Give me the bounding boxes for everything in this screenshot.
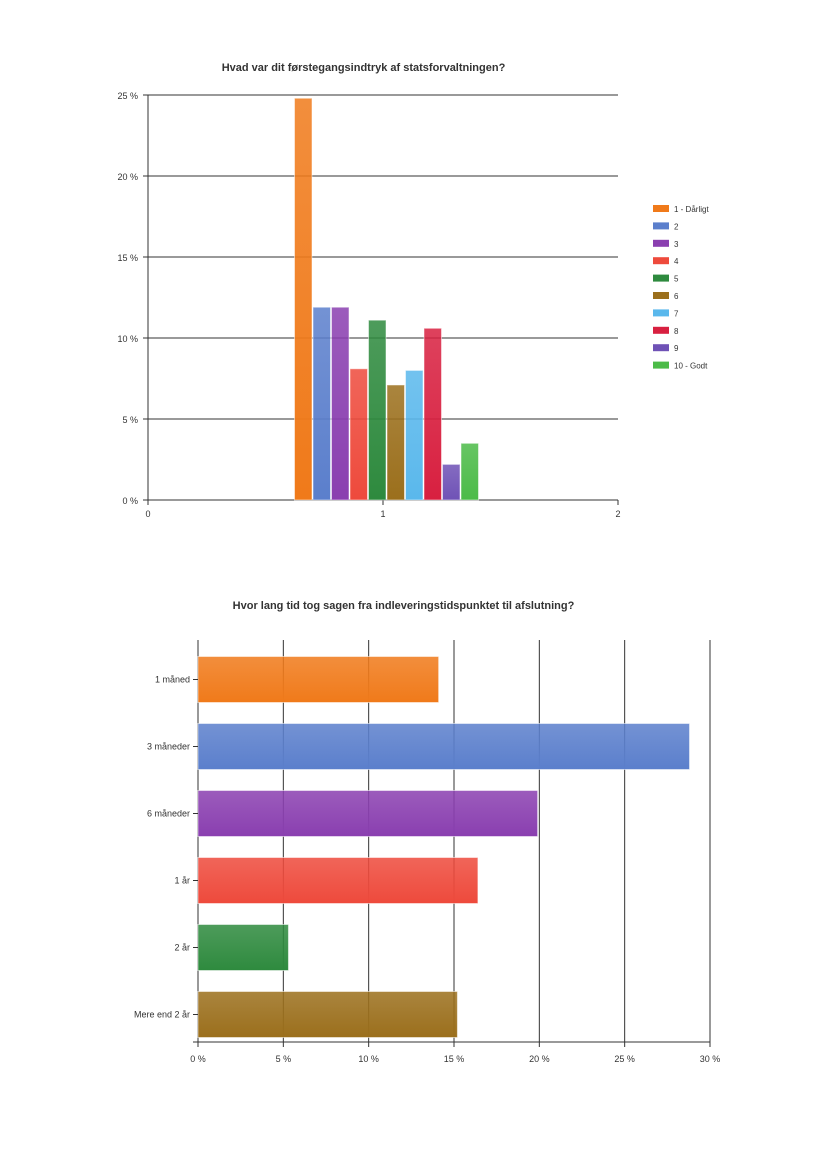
bar <box>331 306 350 501</box>
chart-title: Hvad var dit førstegangsindtryk af stats… <box>221 62 506 74</box>
legend-label: 10 - Godt <box>674 362 708 371</box>
y-tick-label: Mere end 2 år <box>134 1010 190 1020</box>
legend-label: 4 <box>674 257 679 266</box>
bar <box>368 319 387 501</box>
chart-first-impression-plot: 0 % 5 % 10 % 15 % 20 % 25 % 0 1 2 1 - Dårligt 2 3 4 5… <box>117 91 709 519</box>
bar <box>386 384 405 501</box>
bar <box>405 369 424 501</box>
chart-case-duration-plot: 0 % 5 % 10 % 15 % 20 % 25 % 30 % 1 måned 3 måned… <box>134 640 721 1064</box>
y-tick-label: 10 % <box>117 334 138 344</box>
bar <box>294 97 313 501</box>
legend-label: 6 <box>674 292 679 301</box>
legend-label: 1 - Dårligt <box>674 205 709 214</box>
x-tick-label: 15 % <box>444 1054 465 1064</box>
bar <box>197 857 479 904</box>
legend-swatch <box>653 309 669 317</box>
legend-label: 5 <box>674 275 679 284</box>
legend-label: 3 <box>674 240 679 249</box>
y-tick-label: 25 % <box>117 91 138 101</box>
y-tick-label: 20 % <box>117 172 138 182</box>
bar <box>442 463 461 501</box>
y-tick-label: 0 % <box>122 496 138 506</box>
x-tick-label: 30 % <box>700 1054 721 1064</box>
legend-swatch <box>653 361 669 369</box>
x-tick-label: 0 % <box>190 1054 206 1064</box>
chart-case-duration: Hvor lang tid tog sagen fra indleverings… <box>0 580 827 1100</box>
legend-swatch <box>653 239 669 247</box>
x-tick-label: 5 % <box>276 1054 292 1064</box>
legend-label: 8 <box>674 327 679 336</box>
legend-swatch <box>653 257 669 265</box>
bar <box>460 442 479 501</box>
y-tick-label: 5 % <box>122 415 138 425</box>
legend-swatch <box>653 344 669 352</box>
y-tick-label: 6 måneder <box>147 809 190 819</box>
bar <box>197 656 440 703</box>
x-tick-label: 20 % <box>529 1054 550 1064</box>
legend-swatch <box>653 222 669 230</box>
y-tick-label: 3 måneder <box>147 742 190 752</box>
legend-swatch <box>653 205 669 212</box>
y-tick-label: 1 år <box>174 876 190 886</box>
x-tick-label: 2 <box>615 509 620 519</box>
legend-swatch <box>653 274 669 282</box>
bar <box>349 368 368 501</box>
chart-title: Hvor lang tid tog sagen fra indleverings… <box>232 600 575 612</box>
x-tick-label: 25 % <box>614 1054 635 1064</box>
bar <box>197 723 691 770</box>
legend-label: 9 <box>674 344 679 353</box>
bar <box>197 991 458 1038</box>
bar <box>312 306 331 501</box>
y-tick-label: 2 år <box>174 943 190 953</box>
x-tick-label: 10 % <box>358 1054 379 1064</box>
legend-label: 2 <box>674 222 679 231</box>
legend-label: 7 <box>674 309 679 318</box>
legend-swatch <box>653 326 669 334</box>
x-tick-label: 1 <box>380 509 385 519</box>
x-tick-label: 0 <box>145 509 150 519</box>
chart-first-impression: Hvad var dit førstegangsindtryk af stats… <box>0 0 827 560</box>
bar <box>423 327 442 501</box>
legend-swatch <box>653 292 669 299</box>
y-tick-label: 1 måned <box>155 675 190 685</box>
y-tick-label: 15 % <box>117 253 138 263</box>
bar <box>197 924 289 971</box>
bar <box>197 790 539 837</box>
